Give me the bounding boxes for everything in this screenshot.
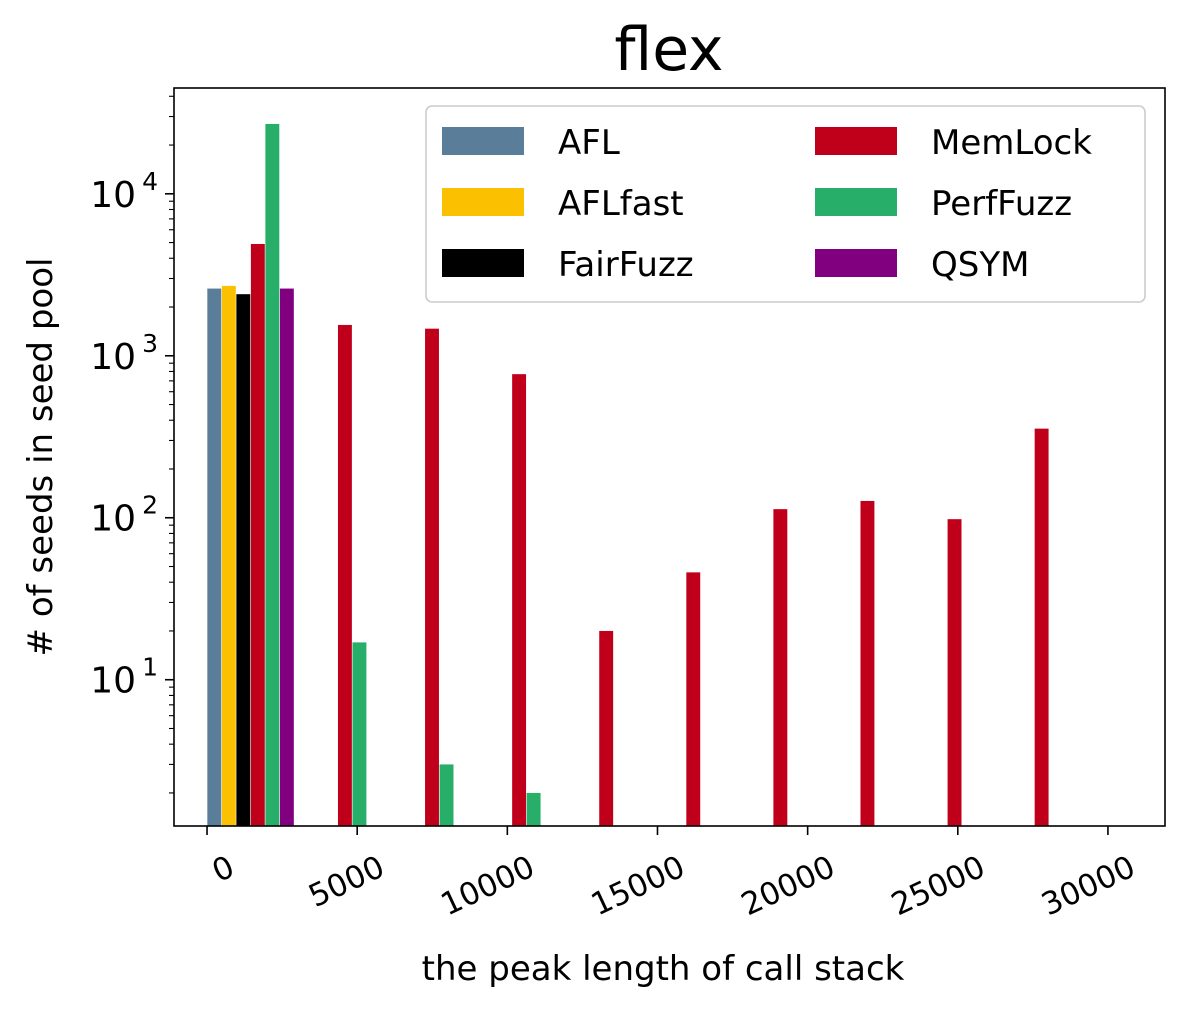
bar [425, 328, 439, 826]
bar [265, 123, 280, 827]
x-tick-label: 30000 [1036, 849, 1141, 923]
legend-label: MemLock [931, 123, 1092, 163]
bar [860, 500, 875, 826]
legend-label: PerfFuzz [931, 184, 1072, 224]
x-tick-label: 10000 [436, 849, 541, 923]
bar [207, 288, 222, 826]
legend-swatch [442, 188, 524, 216]
bar [947, 519, 962, 826]
y-tick-label: 10 [90, 175, 136, 216]
y-tick-exponent: 4 [142, 167, 158, 196]
y-tick-label: 10 [90, 661, 136, 702]
x-tick-label: 0 [207, 849, 240, 890]
bar [1034, 428, 1049, 826]
y-tick-exponent: 2 [142, 491, 158, 520]
legend-swatch [815, 127, 897, 155]
x-axis-label: the peak length of call stack [422, 949, 905, 989]
x-tick-label: 20000 [736, 849, 841, 923]
y-tick-label: 10 [90, 337, 136, 378]
y-tick-exponent: 3 [142, 329, 158, 358]
x-axis: 0 5000 10000 15000 20000 25000 30000 [206, 826, 1141, 923]
legend-frame [425, 105, 1146, 303]
bar [599, 630, 614, 826]
y-axis-label: # of seeds in seed pool [21, 258, 61, 657]
bar [439, 764, 454, 826]
plot-frame [173, 87, 1166, 827]
legend-items: AFL AFLfast FairFuzz MemLock PerfFuzz QSYM [442, 123, 1092, 285]
legend-swatch [442, 249, 524, 277]
x-tick-label: 5000 [303, 849, 390, 915]
bar [221, 285, 236, 826]
bar [526, 792, 541, 826]
bar [250, 243, 265, 827]
x-tick-label: 25000 [886, 849, 991, 923]
bar [512, 374, 527, 826]
x-tick-label: 15000 [586, 849, 691, 923]
bar [337, 324, 352, 826]
bar [236, 294, 251, 826]
legend: AFL AFLfast FairFuzz MemLock PerfFuzz QSYM [425, 105, 1146, 303]
bars-layer [207, 123, 1049, 827]
bar [773, 509, 788, 826]
bar [352, 642, 367, 826]
y-tick-exponent: 1 [142, 653, 158, 682]
legend-label: AFL [558, 123, 620, 163]
bar [686, 572, 701, 826]
legend-label: FairFuzz [558, 245, 694, 285]
legend-label: AFLfast [558, 184, 684, 224]
legend-label: QSYM [931, 245, 1029, 285]
chart-title: flex [614, 15, 723, 85]
legend-swatch [815, 249, 897, 277]
legend-swatch [442, 127, 524, 155]
y-tick-label: 10 [90, 499, 136, 540]
bar [279, 288, 294, 826]
legend-swatch [815, 188, 897, 216]
